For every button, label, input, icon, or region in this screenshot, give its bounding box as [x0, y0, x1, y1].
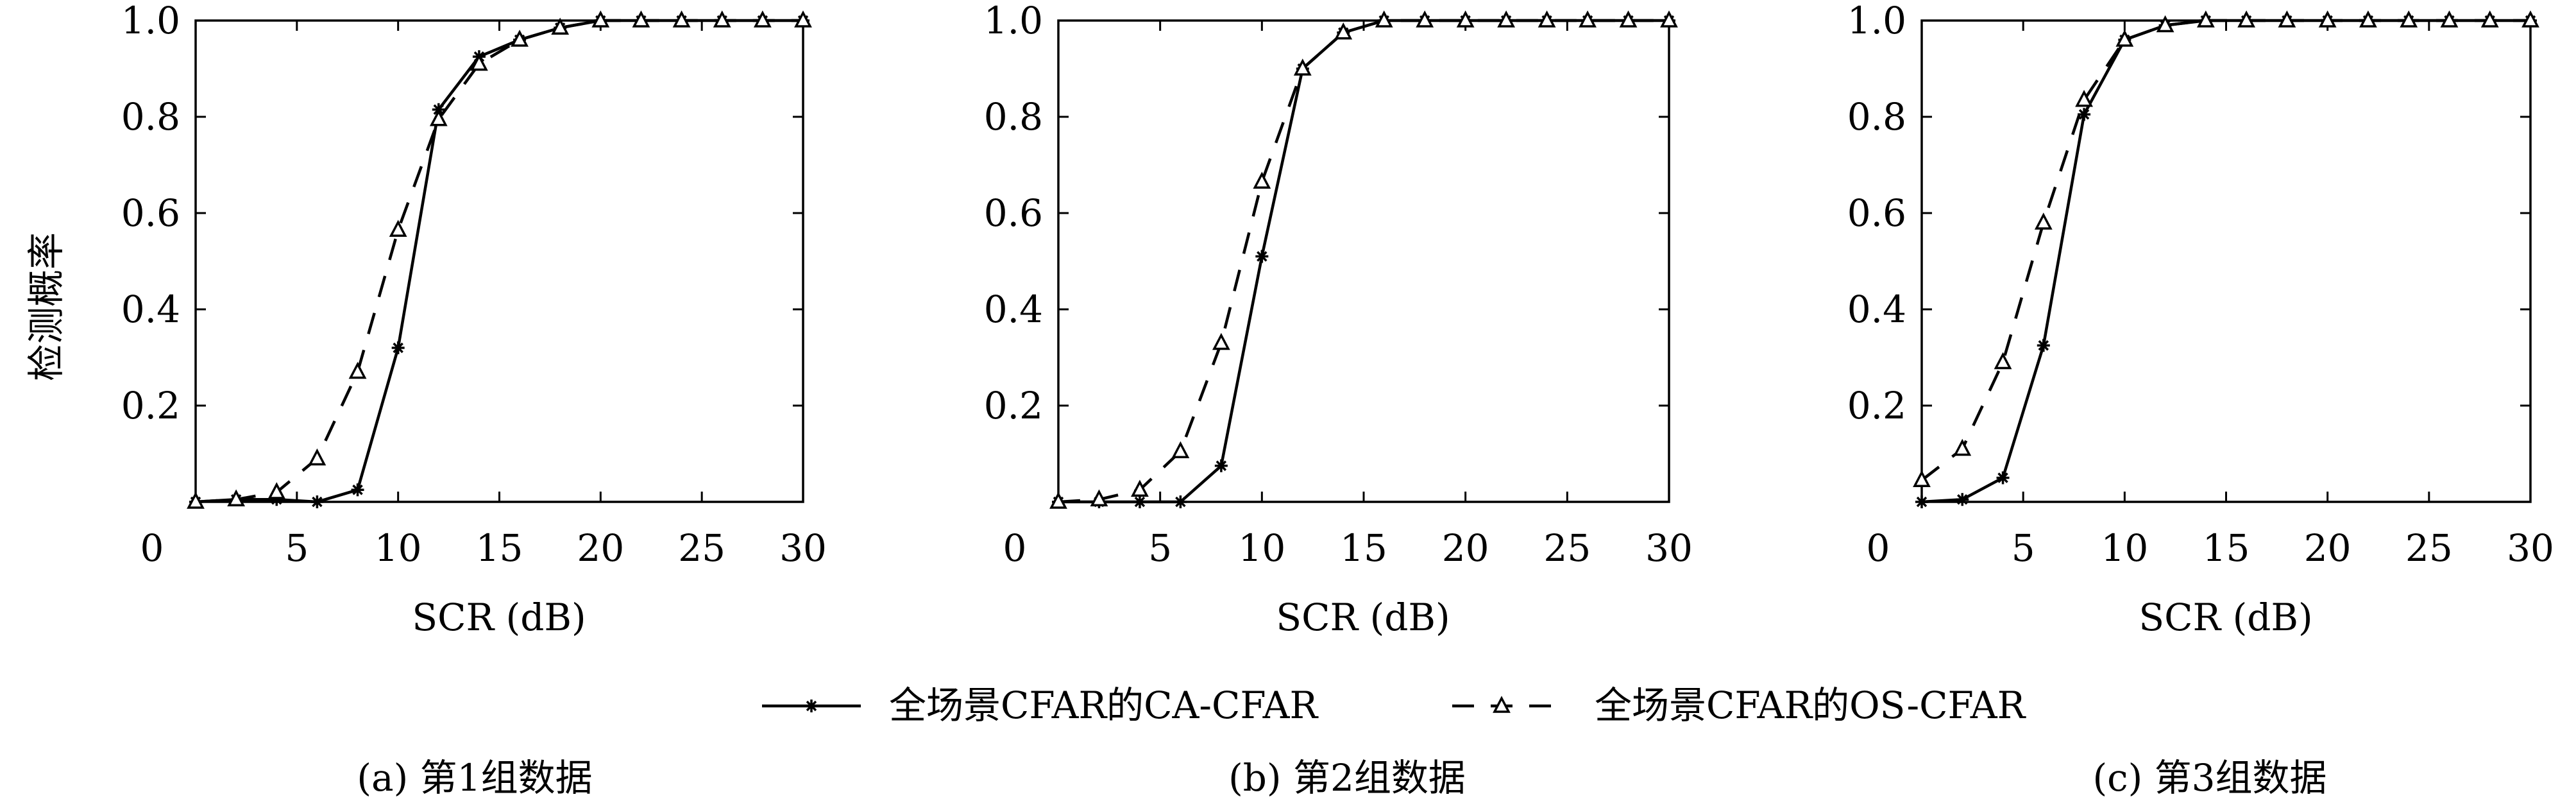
x-axis-label: SCR (dB) [2139, 596, 2312, 639]
y-tick-label: 0.6 [1847, 191, 1906, 235]
y-tick-label: 0.6 [121, 191, 180, 235]
y-axis-label: 检测概率 [24, 232, 68, 381]
series-line-ca-cfar [1058, 19, 1669, 504]
legend-label-os-cfar: 全场景CFAR的OS-CFAR [1595, 683, 2027, 727]
y-tick-label: 1.0 [1847, 0, 1906, 42]
data-point-ca-cfar [1132, 494, 1148, 510]
chart-panel-1: 0 5 10 15 20 25 30 0.2 0.4 0.6 0.8 1.0 SCR (dB) (a) 第… [121, 0, 827, 799]
data-point-os-cfar [1172, 442, 1189, 458]
x-axis-label: SCR (dB) [412, 596, 586, 639]
y-tick-label: 1.0 [121, 0, 180, 42]
x-tick-label: 15 [476, 526, 523, 570]
plot-frame [1057, 19, 1670, 503]
legend-item-os-cfar: 全场景CFAR的OS-CFAR [1452, 683, 2027, 727]
x-tick-label: 5 [2012, 526, 2035, 570]
data-point-ca-cfar [1914, 494, 1929, 510]
legend-marker-star [804, 698, 819, 714]
series-line-os-cfar [1058, 19, 1669, 504]
data-point-ca-cfar [1954, 492, 1970, 507]
x-tick-label: 5 [285, 526, 309, 570]
y-tick-label: 0.4 [1847, 288, 1906, 331]
y-tick-label: 0.4 [121, 288, 180, 331]
x-tick-label: 25 [678, 526, 725, 570]
x-tick-label: 0 [140, 526, 164, 570]
legend-item-ca-cfar: 全场景CFAR的CA-CFAR [762, 683, 1319, 727]
x-tick-label: 15 [2203, 526, 2250, 570]
x-tick-label: 5 [1148, 526, 1172, 570]
legend: 全场景CFAR的CA-CFAR 全场景CFAR的OS-CFAR [762, 683, 2027, 727]
x-tick-label: 0 [1867, 526, 1890, 570]
plot-frame [194, 19, 804, 503]
chart-caption: (c) 第3组数据 [2092, 756, 2326, 799]
chart-panel-2: 0 5 10 15 20 25 30 0.2 0.4 0.6 0.8 1.0 SCR (dB) (b) 第… [984, 0, 1693, 799]
data-point-os-cfar [2035, 214, 2052, 230]
data-point-os-cfar [309, 449, 326, 466]
x-tick-label: 30 [1645, 526, 1693, 570]
x-tick-label: 10 [375, 526, 422, 570]
y-tick-label: 0.8 [121, 95, 180, 139]
x-tick-label: 15 [1340, 526, 1387, 570]
y-tick-label: 0.8 [1847, 95, 1906, 139]
data-point-ca-cfar [350, 482, 366, 497]
data-point-ca-cfar [1254, 248, 1270, 264]
y-tick-label: 0.2 [984, 384, 1043, 427]
y-tick-label: 0.2 [1847, 384, 1906, 427]
data-point-ca-cfar [1173, 494, 1189, 510]
data-point-os-cfar [349, 363, 366, 379]
data-point-os-cfar [389, 221, 407, 237]
data-point-os-cfar [1954, 440, 1971, 456]
x-tick-label: 0 [1003, 526, 1027, 570]
y-tick-label: 0.6 [984, 191, 1043, 235]
chart-caption: (b) 第2组数据 [1228, 756, 1466, 799]
data-point-ca-cfar [309, 494, 325, 510]
y-tick-label: 0.2 [121, 384, 180, 427]
series-line-ca-cfar [195, 19, 803, 504]
x-tick-label: 20 [2304, 526, 2351, 570]
data-point-os-cfar [1253, 173, 1271, 189]
data-point-ca-cfar [1995, 470, 2011, 486]
data-point-os-cfar [1213, 334, 1230, 350]
x-tick-label: 30 [779, 526, 827, 570]
series-line-ca-cfar [1921, 19, 2530, 504]
chart-panel-3: 0 5 10 15 20 25 30 0.2 0.4 0.6 0.8 1.0 SCR (dB) (c) 第… [1847, 0, 2554, 799]
y-tick-label: 1.0 [984, 0, 1043, 42]
plot-frame [1920, 19, 2532, 503]
legend-label-ca-cfar: 全场景CFAR的CA-CFAR [889, 683, 1319, 727]
chart-caption: (a) 第1组数据 [357, 756, 592, 799]
x-tick-label: 30 [2507, 526, 2554, 570]
x-tick-label: 20 [1442, 526, 1489, 570]
data-point-ca-cfar [2036, 338, 2051, 353]
series-line-os-cfar [195, 19, 803, 504]
series-line-os-cfar [1920, 19, 2530, 482]
x-tick-label: 10 [1238, 526, 1285, 570]
data-point-ca-cfar [1214, 458, 1229, 474]
x-tick-label: 10 [2101, 526, 2148, 570]
data-point-ca-cfar [390, 340, 406, 356]
y-tick-label: 0.4 [984, 288, 1043, 331]
y-tick-label: 0.8 [984, 95, 1043, 139]
x-tick-label: 25 [2405, 526, 2453, 570]
data-point-os-cfar [1913, 471, 1930, 487]
x-tick-label: 20 [577, 526, 624, 570]
x-axis-label: SCR (dB) [1276, 596, 1450, 639]
x-tick-label: 25 [1543, 526, 1591, 570]
data-point-os-cfar [1994, 353, 2012, 370]
